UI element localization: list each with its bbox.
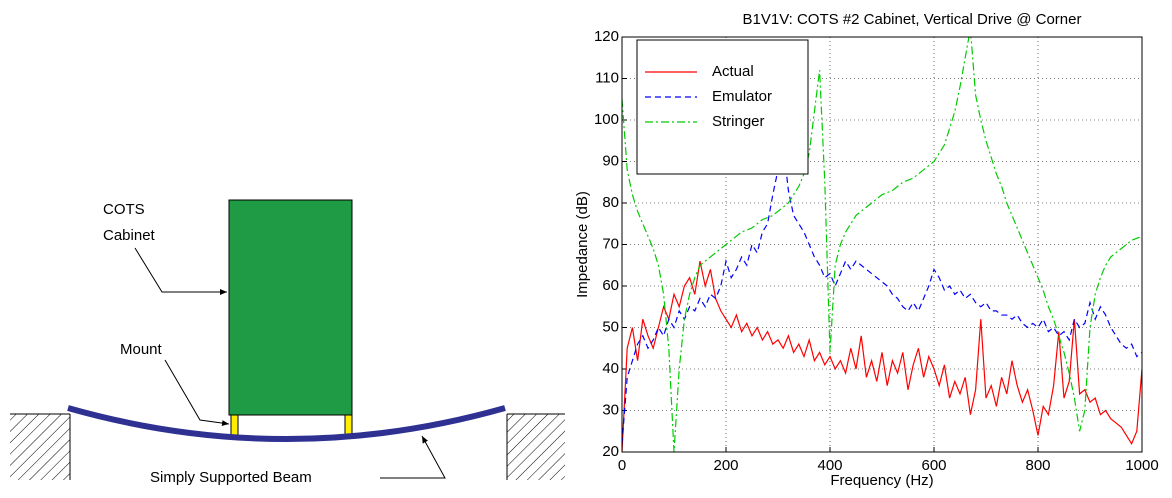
chart: 20 30 40 50 60 70 80 90 100 110 120 0 200 400 600 800 10…	[574, 11, 1159, 489]
series-line	[622, 260, 1142, 452]
mount-label: Mount	[120, 341, 163, 358]
y-axis-label: Impedance (dB)	[574, 191, 591, 298]
beam-arrow	[380, 435, 446, 479]
left-support	[10, 414, 70, 480]
mount-arrow	[164, 359, 230, 427]
cabinet-arrow	[134, 247, 227, 295]
x-tick-label: 600	[921, 457, 946, 474]
y-tick-label: 40	[602, 360, 619, 377]
x-tick-label: 200	[713, 457, 738, 474]
series-line	[622, 144, 1142, 444]
legend-box	[636, 39, 809, 175]
y-tick-label: 110	[595, 69, 619, 86]
x-axis-label: Frequency (Hz)	[830, 472, 933, 489]
y-tick-label: 120	[594, 28, 619, 45]
right-support	[507, 414, 565, 480]
y-tick-label: 100	[594, 111, 619, 128]
legend-label: Emulator	[712, 88, 772, 105]
y-tick-label: 60	[602, 277, 619, 294]
y-tick-label: 80	[602, 194, 619, 211]
plot-frame	[621, 36, 1143, 453]
beam-label: Simply Supported Beam	[150, 469, 312, 486]
y-tick-label: 90	[602, 152, 619, 169]
series-line	[622, 37, 1142, 452]
cabinet-label: COTS	[103, 201, 145, 218]
y-tick-label: 70	[602, 235, 619, 252]
beam	[67, 405, 506, 442]
y-tick-label: 50	[602, 318, 619, 335]
y-tick-label: 30	[602, 401, 619, 418]
x-tick-label: 800	[1025, 457, 1050, 474]
x-tick-label: 400	[817, 457, 842, 474]
x-tick-label: 1000	[1125, 457, 1158, 474]
cabinet	[228, 199, 353, 416]
diagram: COTS Cabinet Mount Simply Supported Beam	[10, 199, 565, 486]
chart-title: B1V1V: COTS #2 Cabinet, Vertical Drive @…	[743, 11, 1082, 28]
legend-label: Actual	[712, 63, 754, 80]
legend-label: Stringer	[712, 113, 765, 130]
y-tick-label: 20	[602, 443, 619, 460]
mount	[230, 414, 239, 438]
x-tick-label: 0	[618, 457, 626, 474]
cabinet-label: Cabinet	[103, 227, 156, 244]
